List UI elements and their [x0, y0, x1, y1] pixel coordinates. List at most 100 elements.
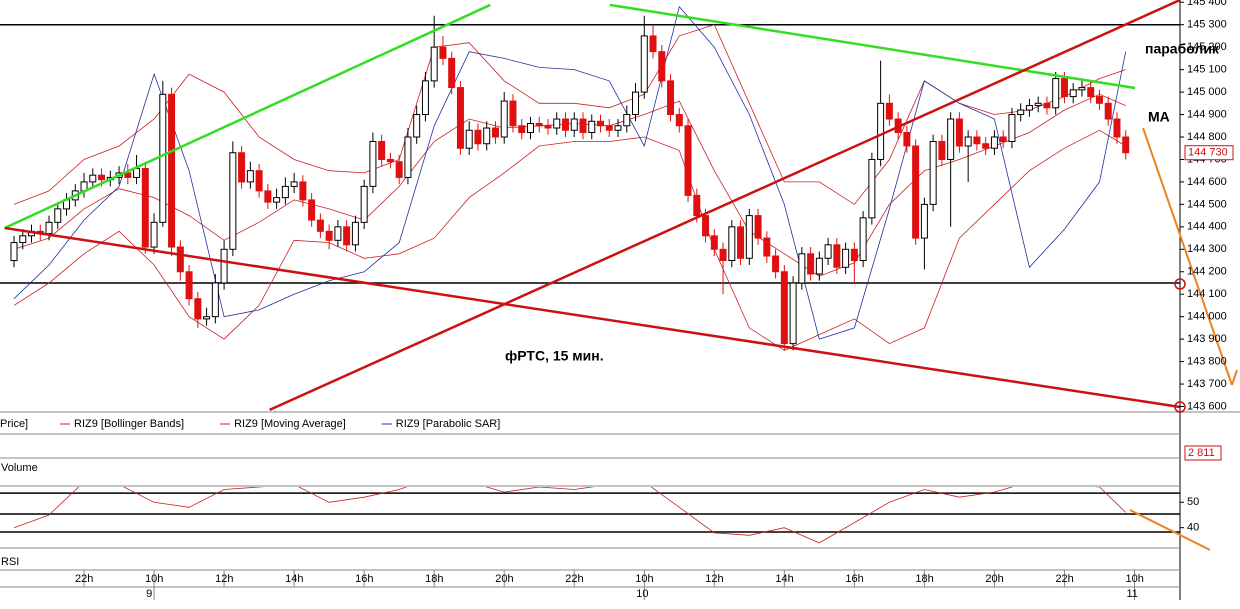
arrow [1129, 509, 1211, 551]
legend-label: RIZ9 [Moving Average] [234, 418, 346, 430]
candle-body [89, 174, 97, 183]
candle-body [500, 100, 508, 138]
candle-body [780, 271, 788, 345]
candle-body [579, 118, 587, 134]
candle-body [807, 253, 815, 275]
candle-body [544, 125, 552, 129]
candle-body [124, 172, 132, 178]
candle-body [640, 35, 648, 93]
y-tick-label: 145 000 [1187, 86, 1227, 98]
candle-body [220, 248, 228, 284]
x-tick-label: 18h [425, 573, 443, 585]
candle-body [868, 158, 876, 219]
candle-body [413, 114, 421, 138]
y-tick-label: 144 000 [1187, 311, 1227, 323]
candle-body [133, 167, 141, 178]
candle-body [474, 129, 482, 145]
candle-body [877, 102, 885, 160]
candle-body [404, 136, 412, 178]
candle-body [308, 199, 316, 221]
candle-body [526, 123, 534, 134]
candle-body [1060, 78, 1068, 98]
indicator-line [13, 487, 1126, 544]
candle-body [632, 91, 640, 116]
candle-body [842, 248, 850, 268]
y-tick-label: 145 300 [1187, 19, 1227, 31]
candle-body [1113, 118, 1121, 138]
candle-body [623, 114, 631, 127]
candle-body [483, 127, 491, 145]
day-label: 9 [146, 588, 152, 600]
marker [1174, 278, 1186, 290]
x-tick-label: 22h [565, 573, 583, 585]
candle-body [658, 51, 666, 82]
candle-body [343, 226, 351, 246]
candle-body [45, 221, 53, 235]
candle-body [509, 100, 517, 127]
candle-body [850, 248, 858, 262]
candle-body [369, 140, 377, 187]
x-tick-label: 18h [915, 573, 933, 585]
candle-body [378, 140, 386, 160]
candle-body [281, 185, 289, 199]
candle-body [667, 80, 675, 116]
volume-last: 2 811 [1188, 447, 1215, 459]
candle-body [649, 35, 657, 53]
candle-body [273, 197, 281, 203]
candle-body [815, 257, 823, 275]
candle-body [1052, 78, 1060, 109]
y-tick-label: 144 300 [1187, 243, 1227, 255]
y-tick-label: 144 800 [1187, 131, 1227, 143]
indicator-line [13, 129, 1126, 351]
candle-body [334, 226, 342, 241]
x-tick-label: 10h [145, 573, 163, 585]
candle-body [159, 93, 167, 223]
candle-body [693, 194, 701, 217]
candle-body [728, 226, 736, 262]
candle-body [859, 217, 867, 262]
candle-body [597, 120, 605, 127]
last-price-box [1184, 145, 1234, 161]
y-tick-label: 143 900 [1187, 333, 1227, 345]
candle-body [702, 215, 710, 237]
candle-body [316, 219, 324, 232]
candle-body [1043, 102, 1051, 109]
candle-body [737, 226, 745, 259]
candle-body [754, 215, 762, 239]
candle-body [229, 152, 237, 250]
candle-body [386, 158, 394, 163]
candle-body [465, 129, 473, 149]
y-tick-label: 145 100 [1187, 64, 1227, 76]
candle-body [535, 123, 543, 127]
candle-body [912, 145, 920, 239]
value-box [1184, 445, 1222, 461]
candle-body [211, 282, 219, 318]
candle-body [194, 298, 202, 320]
candle-body [1078, 87, 1086, 91]
price-pane [0, 0, 1180, 412]
candle-body [929, 140, 937, 205]
x-tick-label: 16h [845, 573, 863, 585]
candle-body [325, 230, 333, 241]
candle-body [491, 127, 499, 138]
candle-body [588, 120, 596, 134]
candle-body [1087, 87, 1095, 98]
candle-body [19, 235, 27, 244]
y-tick-label: 144 400 [1187, 221, 1227, 233]
trendline [4, 226, 1180, 409]
annotation: фРТС, 15 мин. [505, 348, 604, 364]
legend-label: RIZ9 [Parabolic SAR] [396, 418, 501, 430]
rsi-pane [0, 487, 1180, 544]
candle-body [421, 80, 429, 116]
candle-body [141, 167, 149, 248]
candle-body [763, 237, 771, 257]
candle-body [430, 46, 438, 82]
y-tick-label: 144 900 [1187, 108, 1227, 120]
candle-body [973, 136, 981, 145]
candle-body [54, 208, 62, 223]
last-price-label: 144 730 [1188, 147, 1228, 159]
annotation: параболик [1145, 41, 1220, 57]
candle-body [176, 246, 184, 273]
candle-body [938, 140, 946, 160]
candle-body [955, 118, 963, 147]
